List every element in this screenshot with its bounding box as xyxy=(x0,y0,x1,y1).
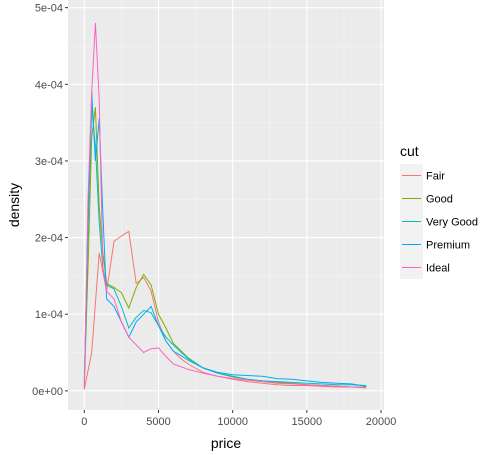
legend: cut Fair Good Very Good Premium Ideal xyxy=(400,143,478,279)
legend-label-fair: Fair xyxy=(426,171,445,183)
y-tick-label: 3e-04 xyxy=(35,156,63,168)
x-axis-title: price xyxy=(211,435,242,451)
y-tick-label: 0e+00 xyxy=(32,386,63,398)
legend-label-premium: Premium xyxy=(426,240,470,252)
legend-label-very-good: Very Good xyxy=(426,217,478,229)
x-axis: 0 5000 10000 15000 20000 xyxy=(81,410,396,428)
major-gridlines xyxy=(68,0,384,410)
x-tick-label: 10000 xyxy=(217,416,248,428)
legend-title: cut xyxy=(400,143,419,159)
y-tick-label: 5e-04 xyxy=(35,3,63,15)
legend-label-ideal: Ideal xyxy=(426,263,450,275)
panel-background xyxy=(68,0,384,410)
y-tick-label: 4e-04 xyxy=(35,79,63,91)
y-tick-label: 2e-04 xyxy=(35,233,63,245)
series-lines xyxy=(83,22,367,390)
x-tick-label: 20000 xyxy=(366,416,397,428)
series-line-very-good xyxy=(83,107,367,386)
x-tick-label: 15000 xyxy=(292,416,323,428)
series-line-premium xyxy=(83,91,367,387)
minor-gridlines xyxy=(68,0,384,410)
x-tick-label: 5000 xyxy=(146,416,170,428)
legend-label-good: Good xyxy=(426,194,453,206)
y-tick-label: 1e-04 xyxy=(35,309,63,321)
series-line-ideal xyxy=(83,22,367,390)
series-line-fair xyxy=(83,230,367,390)
y-axis: 0e+00 1e-04 2e-04 3e-04 4e-04 5e-04 xyxy=(32,3,68,398)
x-tick-label: 0 xyxy=(81,416,87,428)
y-axis-title: density xyxy=(6,183,22,227)
